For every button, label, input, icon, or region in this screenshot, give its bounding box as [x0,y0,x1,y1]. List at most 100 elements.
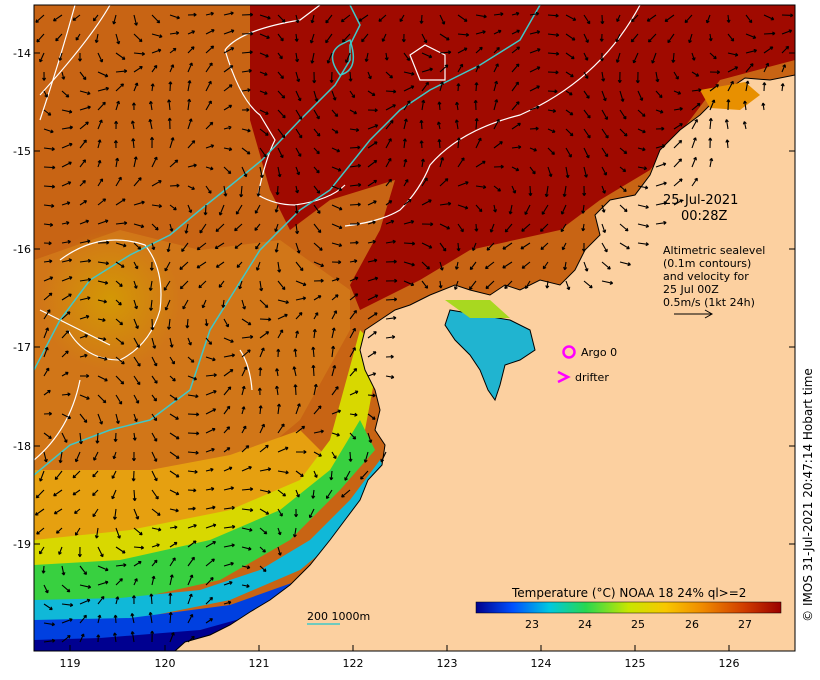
velocity-arrow [439,14,446,25]
velocity-arrow [187,593,193,605]
velocity-arrow [311,346,316,358]
x-axis-labels: 119 120 121 122 123 124 125 126 [60,657,740,670]
velocity-arrow [93,451,99,461]
velocity-arrow [331,451,337,459]
velocity-arrow [637,242,649,247]
velocity-arrow [540,242,549,251]
velocity-arrow [61,109,73,114]
velocity-arrow [43,165,56,170]
velocity-arrow [61,635,71,643]
velocity-arrow [79,598,91,605]
sst-yellow-zone [34,330,380,585]
velocity-arrow [385,239,396,244]
velocity-arrow [241,128,251,133]
velocity-arrow [331,147,341,153]
velocity-arrow [349,202,361,207]
velocity-arrow [524,204,531,215]
velocity-arrow [439,201,452,206]
velocity-arrow [43,241,52,246]
velocity-arrow [471,242,477,251]
velocity-arrow [349,327,356,339]
velocity-arrow [97,240,110,245]
velocity-arrow [274,204,279,213]
velocity-arrow [61,161,72,168]
velocity-arrow [331,260,342,265]
velocity-arrow [205,596,214,605]
velocity-arrow [35,489,45,499]
velocity-arrow [439,157,445,168]
velocity-arrow [421,242,433,249]
colorbar [475,601,782,614]
velocity-arrow [457,157,465,168]
velocity-arrow [61,71,66,80]
velocity-arrow [421,99,426,111]
velocity-arrow [223,581,233,586]
sst-cyan-zone [34,460,390,625]
velocity-arrow [53,489,63,497]
velocity-arrow [151,156,158,168]
velocity-arrow [205,486,215,491]
velocity-arrow [403,219,415,225]
velocity-arrow [182,299,189,310]
velocity-arrow [601,185,606,194]
velocity-arrow [187,163,197,168]
x-tick-label: 119 [60,657,81,670]
velocity-arrow [421,199,432,206]
velocity-arrow [169,432,180,440]
velocity-arrow [205,62,213,73]
velocity-arrow [348,451,353,462]
velocity-arrow [205,373,217,378]
velocity-arrow [187,540,197,548]
velocity-arrow [456,242,461,252]
velocity-arrow [691,88,702,93]
velocity-arrow [276,348,281,358]
sst-hot-region [250,5,795,310]
velocity-arrow [61,258,73,263]
velocity-arrow [743,100,748,111]
velocity-arrow [583,71,589,79]
velocity-arrow [475,160,486,168]
velocity-arrow [385,138,392,149]
velocity-arrow [205,541,217,548]
velocity-arrow [61,350,69,358]
velocity-arrow [367,108,378,113]
velocity-arrow [133,545,145,550]
velocity-arrow [205,144,215,149]
velocity-arrow [295,109,303,120]
velocity-arrow [133,560,142,567]
velocity-arrow [673,139,683,149]
velocity-arrow [241,445,250,453]
velocity-arrow [77,546,82,558]
velocity-arrow [79,277,92,282]
velocity-arrow [257,387,262,396]
velocity-arrow [295,489,300,498]
velocity-arrow [254,204,261,214]
velocity-arrow [601,261,611,270]
velocity-arrow [529,30,541,35]
velocity-arrow [259,128,269,136]
velocity-arrow [601,204,606,213]
velocity-arrow [151,543,160,548]
velocity-arrow [151,356,158,367]
velocity-arrow [148,280,153,291]
velocity-arrow [223,125,232,130]
velocity-arrow [474,82,479,92]
tick-marks [34,52,795,651]
velocity-arrow [637,109,646,117]
velocity-arrow [313,204,321,214]
velocity-arrow [151,575,156,586]
velocity-arrow [529,48,541,54]
velocity-arrow [43,292,53,301]
velocity-arrow [493,118,500,130]
velocity-arrow [43,309,51,320]
velocity-arrow [187,80,192,92]
velocity-arrow [565,71,574,78]
velocity-arrow [438,280,443,289]
velocity-arrow [313,90,319,102]
velocity-arrow [457,14,468,22]
velocity-arrow [259,166,264,179]
velocity-arrow [547,108,557,113]
velocity-arrow [133,82,139,92]
velocity-arrow [313,166,320,174]
velocity-arrow [439,261,444,271]
